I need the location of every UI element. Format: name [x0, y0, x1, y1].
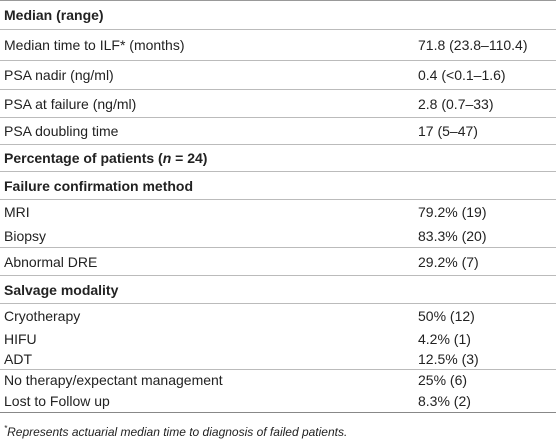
row-label: Lost to Follow up: [4, 393, 110, 409]
footnote-text: Represents actuarial median time to diag…: [7, 425, 348, 439]
section-text: Percentage of patients (: [4, 150, 163, 166]
section-heading: Failure confirmation method: [4, 178, 193, 194]
row-label: HIFU: [4, 330, 37, 347]
row-label: Abnormal DRE: [4, 253, 98, 270]
row-value: 8.3% (2): [418, 393, 471, 409]
row-label: MRI: [4, 204, 30, 220]
row-value: 0.4 (<0.1–1.6): [418, 67, 506, 83]
section-heading: Median (range): [4, 7, 104, 23]
table-row: HIFU 4.2% (1): [0, 328, 556, 349]
row-label: Median time to ILF* (months): [4, 37, 185, 53]
row-label: PSA nadir (ng/ml): [4, 67, 114, 83]
table-row: PSA at failure (ng/ml) 2.8 (0.7–33): [0, 90, 556, 118]
section-text: Median (range): [4, 7, 104, 23]
row-label: Cryotherapy: [4, 308, 81, 324]
row-value: 50% (12): [418, 308, 475, 324]
table-row: Median (range): [0, 1, 556, 30]
row-value: 25% (6): [418, 372, 468, 388]
section-text: n: [162, 150, 172, 166]
table-row: Biopsy 83.3% (20): [0, 224, 556, 248]
row-value: 12.5% (3): [418, 351, 479, 367]
row-value: 4.2% (1): [418, 330, 471, 347]
table-row: No therapy/expectant management 25% (6): [0, 370, 556, 390]
table-row: MRI 79.2% (19): [0, 200, 556, 224]
footnote-mark: *: [4, 424, 8, 433]
table-row: Percentage of patients (n = 24): [0, 145, 556, 172]
table-row: ADT 12.5% (3): [0, 349, 556, 370]
row-label: No therapy/expectant management: [4, 372, 223, 388]
row-label: Biopsy: [4, 227, 47, 244]
row-value: 79.2% (19): [418, 204, 487, 220]
table-row: PSA doubling time 17 (5–47): [0, 118, 556, 145]
row-value: 29.2% (7): [418, 253, 479, 270]
table-row: Lost to Follow up 8.3% (2): [0, 390, 556, 413]
section-text: Failure confirmation method: [4, 177, 194, 194]
row-label: PSA doubling time: [4, 123, 119, 139]
row-value: 2.8 (0.7–33): [418, 95, 494, 112]
section-text: = 24): [171, 150, 208, 166]
table-row: Median time to ILF* (months) 71.8 (23.8–1…: [0, 30, 556, 61]
row-value: 17 (5–47): [418, 123, 478, 139]
table-row: Abnormal DRE 29.2% (7): [0, 248, 556, 276]
row-value: 83.3% (20): [418, 227, 487, 244]
table-row: Failure confirmation method: [0, 172, 556, 200]
row-label: PSA at failure (ng/ml): [4, 95, 137, 112]
row-label: ADT: [4, 351, 32, 367]
table-row: Salvage modality: [0, 276, 556, 304]
row-value: 71.8 (23.8–110.4): [418, 37, 528, 53]
section-heading: Percentage of patients (n = 24): [4, 150, 207, 166]
footnote: *Represents actuarial median time to dia…: [4, 424, 347, 439]
table-row: PSA nadir (ng/ml) 0.4 (<0.1–1.6): [0, 61, 556, 90]
section-text: Salvage modality: [4, 281, 119, 298]
section-heading: Salvage modality: [4, 282, 118, 298]
table-row: Cryotherapy 50% (12): [0, 304, 556, 328]
rule: [0, 0, 556, 1]
